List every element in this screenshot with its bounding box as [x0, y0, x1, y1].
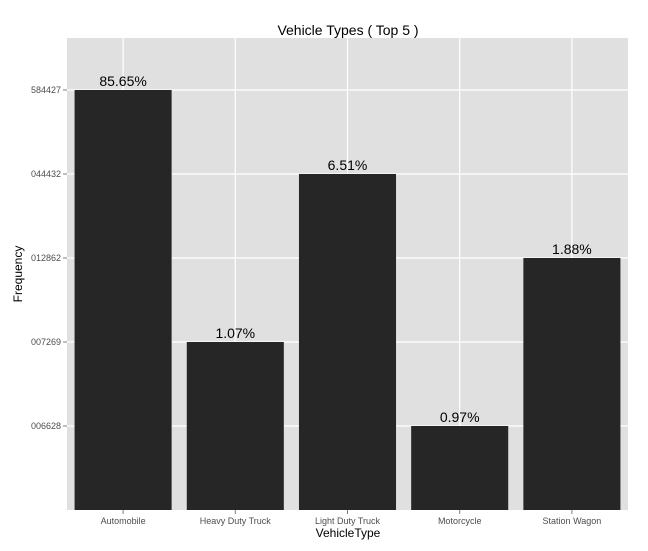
data-labels: 85.65% 1.07% 6.51% 0.97% 1.88%: [99, 73, 591, 425]
y-tick-label: 006628: [31, 421, 61, 431]
x-tick-label: Light Duty Truck: [315, 516, 381, 526]
chart-title: Vehicle Types ( Top 5 ): [277, 22, 418, 38]
bar: [74, 90, 172, 510]
y-axis-title: Frequency: [11, 246, 25, 303]
y-tick-label: 007269: [31, 337, 61, 347]
x-tick-label: Automobile: [101, 516, 146, 526]
bar: [186, 342, 284, 510]
x-axis-ticks: Automobile Heavy Duty Truck Light Duty Tru…: [101, 510, 602, 526]
bar-value-label: 85.65%: [99, 73, 146, 89]
y-tick-label: 012862: [31, 253, 61, 263]
bar: [411, 426, 509, 510]
bar-value-label: 1.07%: [215, 325, 255, 341]
bar: [298, 174, 397, 510]
bar-value-label: 0.97%: [440, 409, 480, 425]
x-tick-label: Motorcycle: [438, 516, 482, 526]
x-tick-label: Heavy Duty Truck: [200, 516, 272, 526]
bar: [523, 258, 621, 510]
x-tick-label: Station Wagon: [543, 516, 602, 526]
x-axis-title: VehicleType: [316, 526, 381, 540]
y-axis-ticks: 006628 007269 012862 044432 584427: [31, 85, 67, 431]
bar-value-label: 6.51%: [328, 157, 368, 173]
y-tick-label: 044432: [31, 169, 61, 179]
y-tick-label: 584427: [31, 85, 61, 95]
bars: [74, 90, 621, 510]
bar-value-label: 1.88%: [552, 241, 592, 257]
